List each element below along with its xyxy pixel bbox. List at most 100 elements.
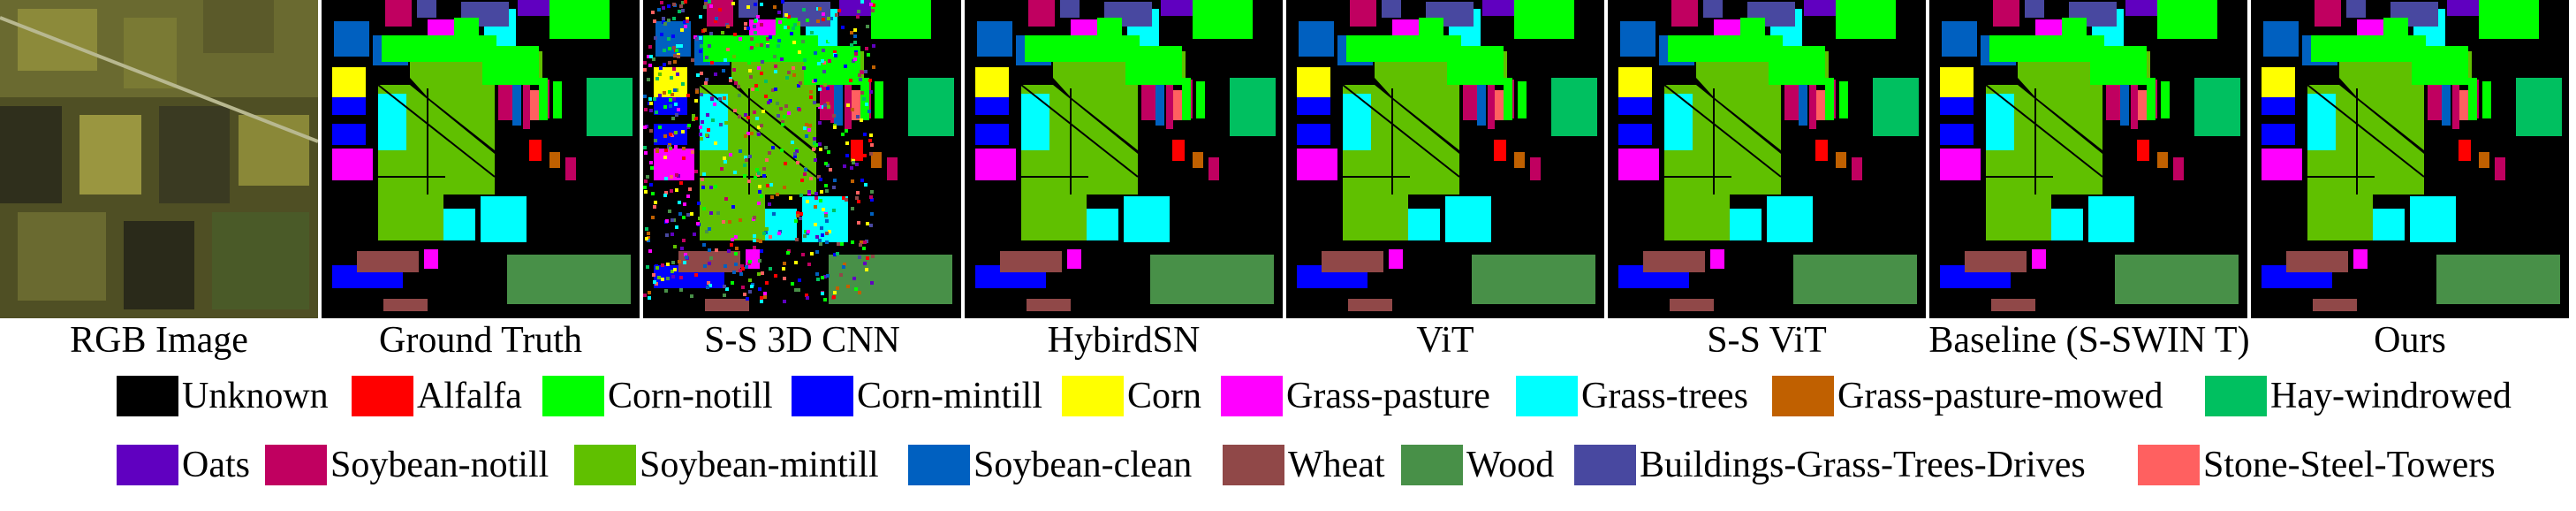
misclassified-pixel: [671, 93, 674, 96]
misclassified-pixel: [796, 214, 799, 217]
legend-swatch: [574, 445, 636, 485]
legend-item-grass-trees: Grass-trees: [1516, 373, 1748, 419]
misclassified-pixel: [822, 18, 825, 21]
legend-label: Unknown: [182, 376, 329, 416]
region-corn-notill: [1518, 81, 1527, 118]
misclassified-pixel: [731, 281, 734, 285]
misclassified-pixel: [668, 61, 671, 65]
misclassified-pixel: [686, 94, 690, 97]
misclassified-pixel: [860, 118, 863, 122]
region-grass-trees: [1343, 94, 1371, 150]
misclassified-pixel: [763, 295, 767, 299]
misclassified-pixel: [652, 273, 655, 277]
misclassified-pixel: [675, 173, 678, 177]
misclassified-pixel: [745, 158, 748, 162]
misclassified-pixel: [760, 249, 763, 253]
misclassified-pixel: [746, 27, 750, 30]
misclassified-pixel: [805, 134, 808, 138]
region-soybean-mintill: [410, 78, 495, 150]
region-soybean-clean: [2442, 85, 2451, 126]
misclassified-pixel: [671, 270, 674, 273]
misclassified-pixel: [795, 149, 799, 153]
legend-label: Alfalfa: [417, 376, 522, 416]
region-corn-notill: [1125, 46, 1182, 85]
misclassified-pixel: [787, 15, 791, 19]
region-grass-trees: [2410, 196, 2456, 242]
region-soybean-mintill: [1664, 85, 1781, 240]
misclassified-pixel: [849, 79, 852, 82]
misclassified-pixel: [832, 295, 836, 299]
legend-swatch: [117, 376, 178, 416]
region-soybean-notill: [707, 0, 733, 27]
region-corn-notill: [875, 81, 883, 118]
misclassified-pixel: [744, 156, 747, 159]
region-hay-windrowed: [2194, 78, 2240, 136]
misclassified-pixel: [669, 147, 672, 150]
misclassified-pixel: [746, 297, 749, 301]
misclassified-pixel: [671, 218, 674, 222]
misclassified-pixel: [843, 164, 846, 168]
misclassified-pixel: [648, 291, 651, 294]
misclassified-pixel: [854, 287, 858, 291]
misclassified-pixel: [710, 61, 714, 65]
legend-item-corn-mintill: Corn-mintill: [792, 373, 1042, 419]
region-grass-trees: [1021, 94, 1049, 150]
misclassified-pixel: [824, 162, 828, 165]
misclassified-pixel: [866, 256, 869, 260]
misclassified-pixel: [698, 217, 701, 220]
misclassified-pixel: [692, 114, 695, 118]
misclassified-pixel: [663, 156, 667, 159]
misclassified-pixel: [664, 289, 668, 293]
region-soybean-notill: [1141, 78, 1155, 120]
misclassified-pixel: [753, 25, 756, 28]
misclassified-pixel: [777, 44, 780, 48]
legend-item-wood: Wood: [1401, 442, 1554, 488]
misclassified-pixel: [825, 240, 829, 244]
misclassified-pixel: [739, 269, 742, 272]
misclassified-pixel: [803, 126, 807, 130]
misclassified-pixel: [753, 239, 756, 242]
misclassified-pixel: [769, 35, 772, 39]
misclassified-pixel: [761, 110, 765, 113]
misclassified-pixel: [705, 78, 708, 81]
misclassified-pixel: [744, 27, 747, 30]
misclassified-pixel: [803, 172, 807, 176]
caption-ground-truth: Ground Truth: [379, 320, 582, 361]
misclassified-pixel: [645, 237, 648, 240]
misclassified-pixel: [684, 0, 687, 4]
misclassified-pixel: [679, 4, 683, 8]
misclassified-pixel: [802, 8, 806, 11]
misclassified-pixel: [853, 57, 857, 61]
misclassified-pixel: [764, 80, 768, 83]
misclassified-pixel: [798, 278, 801, 282]
region-soybean-clean: [512, 85, 521, 126]
region-grass-pasture: [1067, 249, 1081, 269]
misclassified-pixel: [800, 188, 804, 192]
misclassified-pixel: [682, 239, 686, 242]
class-legend: Unknown Alfalfa Corn-notill Corn-mintill…: [0, 373, 2576, 511]
legend-item-unknown: Unknown: [117, 373, 329, 419]
misclassified-pixel: [757, 126, 761, 129]
misclassified-pixel: [751, 161, 754, 164]
region-soybean-clean: [1155, 85, 1164, 126]
misclassified-pixel: [696, 73, 700, 77]
region-soybean-mintill: [1696, 78, 1781, 150]
region-soybean-notill: [1166, 81, 1173, 129]
misclassified-pixel: [658, 94, 662, 97]
misclassified-pixel: [668, 210, 671, 213]
region-corn-notill: [2311, 35, 2426, 62]
legend-swatch: [1401, 445, 1463, 485]
region-corn-notill: [703, 35, 818, 62]
misclassified-pixel: [730, 243, 733, 247]
region-grass-pasture: [1389, 249, 1403, 269]
misclassified-pixel: [737, 85, 740, 88]
misclassified-pixel: [657, 8, 661, 11]
misclassified-pixel: [672, 3, 676, 6]
misclassified-pixel: [720, 167, 724, 171]
misclassified-pixel: [649, 129, 653, 133]
misclassified-pixel: [748, 290, 752, 294]
misclassified-pixel: [708, 284, 712, 287]
misclassified-pixel: [707, 281, 710, 285]
misclassified-pixel: [826, 274, 830, 278]
misclassified-pixel: [753, 234, 756, 238]
